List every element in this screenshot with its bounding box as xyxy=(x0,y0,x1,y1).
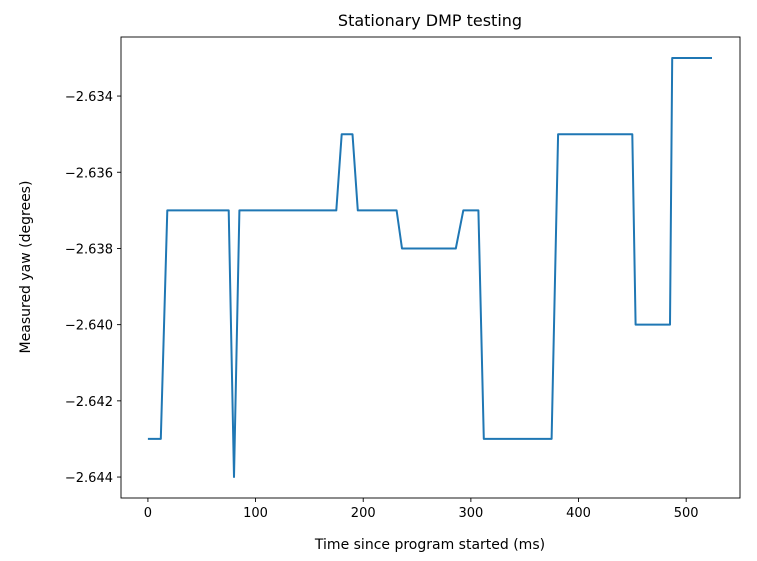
x-tick-label: 400 xyxy=(566,506,591,521)
x-tick-label: 500 xyxy=(674,506,699,521)
y-tick-label: −2.636 xyxy=(65,166,113,181)
x-tick-label: 200 xyxy=(351,506,376,521)
y-tick-label: −2.634 xyxy=(65,90,113,105)
x-tick-label: 0 xyxy=(144,506,152,521)
x-tick-label: 100 xyxy=(243,506,268,521)
chart-title: Stationary DMP testing xyxy=(338,11,522,30)
y-tick-label: −2.638 xyxy=(65,242,113,257)
plot-frame xyxy=(120,36,741,499)
y-tick-label: −2.642 xyxy=(65,395,113,410)
series-line xyxy=(147,57,712,478)
y-tick-label: −2.644 xyxy=(65,471,113,486)
y-tick-label: −2.640 xyxy=(65,319,113,334)
x-axis-label: Time since program started (ms) xyxy=(314,537,545,553)
x-tick-label: 300 xyxy=(458,506,483,521)
y-axis-label: Measured yaw (degrees) xyxy=(18,181,34,354)
